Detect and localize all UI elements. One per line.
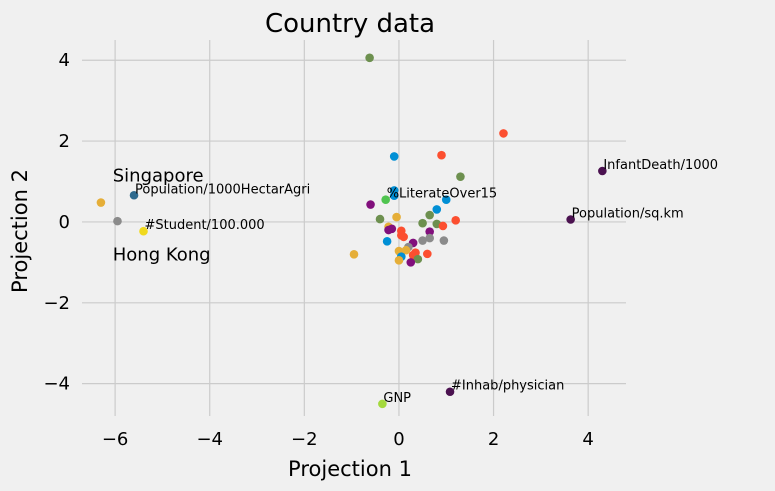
data-point (113, 216, 122, 226)
data-point (394, 256, 404, 265)
x-tick-label: 2 (488, 429, 499, 450)
data-point (566, 215, 575, 224)
data-point (406, 258, 416, 267)
x-tick-label: −2 (291, 429, 318, 450)
data-point (129, 190, 139, 200)
y-tick-labels: 4 2 0 −2 −4 (43, 50, 70, 394)
data-point (389, 152, 399, 161)
data-point (425, 227, 434, 236)
y-tick-label: 0 (59, 212, 70, 233)
data-point (441, 195, 451, 204)
y-tick-label: −2 (43, 293, 70, 314)
data-point (366, 200, 375, 209)
data-point (418, 218, 427, 228)
data-point (378, 399, 387, 409)
data-point (384, 225, 393, 235)
data-point (365, 53, 374, 63)
data-point (381, 195, 390, 204)
data-point (451, 216, 461, 225)
point-annotation: GNP (383, 391, 411, 406)
grid (82, 40, 626, 416)
x-tick-labels: −6 −4 −2 0 2 4 (102, 429, 594, 450)
point-annotation: #Student/100.000 (144, 218, 264, 233)
y-tick-label: 2 (59, 131, 70, 152)
y-axis-label: Projection 2 (8, 169, 32, 293)
country-label: Singapore (113, 166, 204, 187)
data-point (382, 237, 392, 246)
x-tick-label: 0 (393, 429, 404, 450)
chart-title: Country data (265, 9, 435, 39)
data-point (418, 236, 427, 245)
x-tick-label: −6 (102, 429, 129, 450)
x-axis-label: Projection 1 (288, 457, 412, 481)
x-tick-label: 4 (582, 429, 593, 450)
data-point (401, 245, 411, 255)
data-point (423, 249, 432, 259)
data-point (139, 226, 148, 236)
point-annotation: %LiterateOver15 (387, 187, 498, 202)
data-point (432, 205, 442, 214)
annotations: InfantDeath/1000 Population/sq.km %Literat… (113, 158, 718, 406)
data-point (438, 221, 448, 231)
data-point (425, 210, 434, 220)
data-point (439, 236, 449, 245)
data-point (399, 232, 408, 242)
data-point (437, 150, 446, 160)
point-annotation: #Inhab/physician (451, 379, 564, 394)
data-point (389, 191, 399, 200)
data-point (375, 214, 385, 224)
data-point (425, 233, 434, 243)
data-point (413, 254, 423, 264)
point-annotation: InfantDeath/1000 (603, 158, 718, 173)
data-point (499, 129, 508, 138)
point-annotation: Population/sq.km (572, 207, 684, 222)
data-point (445, 387, 455, 397)
data-point (349, 249, 359, 259)
y-tick-label: 4 (59, 50, 70, 71)
data-points (96, 53, 607, 409)
data-point (96, 198, 106, 207)
data-point (456, 172, 465, 181)
data-point (598, 166, 607, 176)
point-annotation: Population/1000HectarAgri (135, 182, 310, 197)
x-tick-label: −4 (196, 429, 223, 450)
country-label: Hong Kong (113, 244, 211, 265)
data-point (392, 212, 401, 222)
y-tick-label: −4 (43, 374, 70, 395)
